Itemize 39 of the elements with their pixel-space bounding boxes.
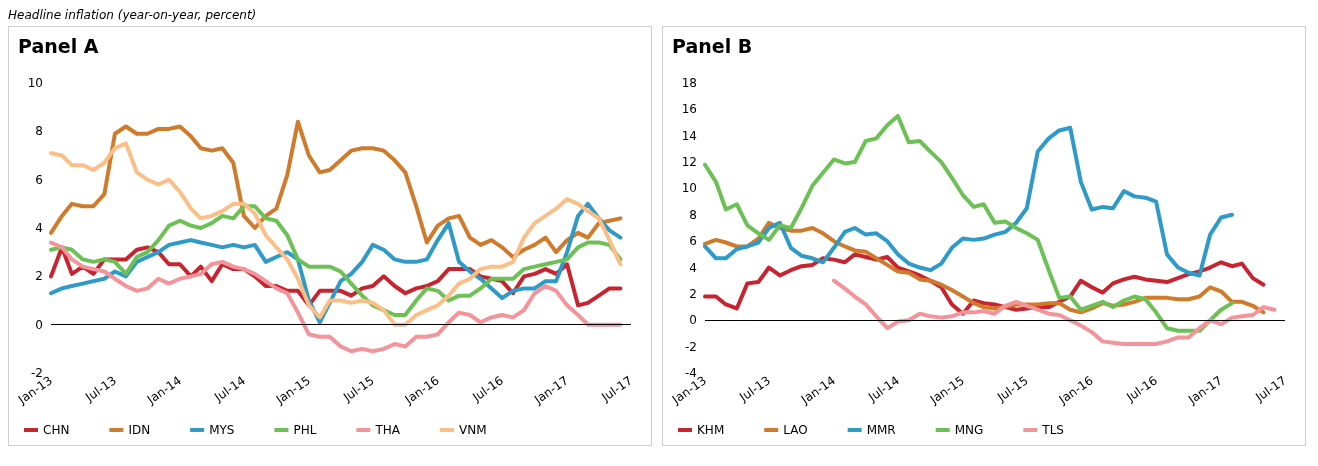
- line-series: [49, 240, 623, 354]
- legend-label: MNG: [954, 423, 984, 437]
- y-tick-label: 10: [27, 76, 43, 90]
- y-tick-label: -2: [31, 366, 43, 380]
- y-tick-label: 18: [681, 76, 697, 90]
- line-series: [831, 278, 1277, 346]
- y-tick-label: 4: [689, 260, 697, 275]
- legend-label: KHM: [697, 423, 725, 437]
- y-tick-label: 6: [689, 234, 697, 249]
- legend-label: IDN: [128, 423, 151, 437]
- legend-label: TLS: [1041, 423, 1064, 437]
- y-tick-label: 12: [681, 155, 697, 170]
- legend-label: MMR: [866, 423, 896, 437]
- line-series: [49, 141, 623, 327]
- chart-subtitle: Headline inflation (year-on-year, percent): [8, 8, 258, 24]
- y-tick-label: 16: [681, 102, 697, 117]
- legend-label: PHL: [293, 423, 317, 437]
- legend-label: CHN: [43, 423, 70, 437]
- line-series: [703, 113, 1235, 333]
- y-tick-label: 2: [35, 269, 43, 284]
- y-tick-label: -4: [685, 366, 697, 380]
- chart-title: Panel B: [672, 34, 753, 57]
- y-tick-label: 4: [35, 221, 43, 235]
- y-tick-label: 8: [689, 207, 697, 222]
- y-tick-label: 0: [35, 317, 43, 332]
- line-series: [703, 125, 1235, 278]
- line-series: [49, 119, 623, 259]
- legend-label: LAO: [783, 423, 808, 437]
- y-tick-label: 0: [689, 313, 697, 328]
- y-tick-label: 6: [35, 172, 43, 187]
- chart-title: Panel A: [18, 34, 99, 57]
- y-tick-label: -2: [685, 339, 697, 354]
- y-tick-label: 8: [35, 124, 43, 139]
- y-tick-label: 14: [681, 128, 697, 143]
- legend-label: VNM: [458, 423, 487, 437]
- legend-label: MYS: [209, 423, 235, 437]
- legend-label: THA: [374, 423, 401, 437]
- y-tick-label: 2: [689, 286, 697, 301]
- y-tick-label: 10: [681, 181, 697, 196]
